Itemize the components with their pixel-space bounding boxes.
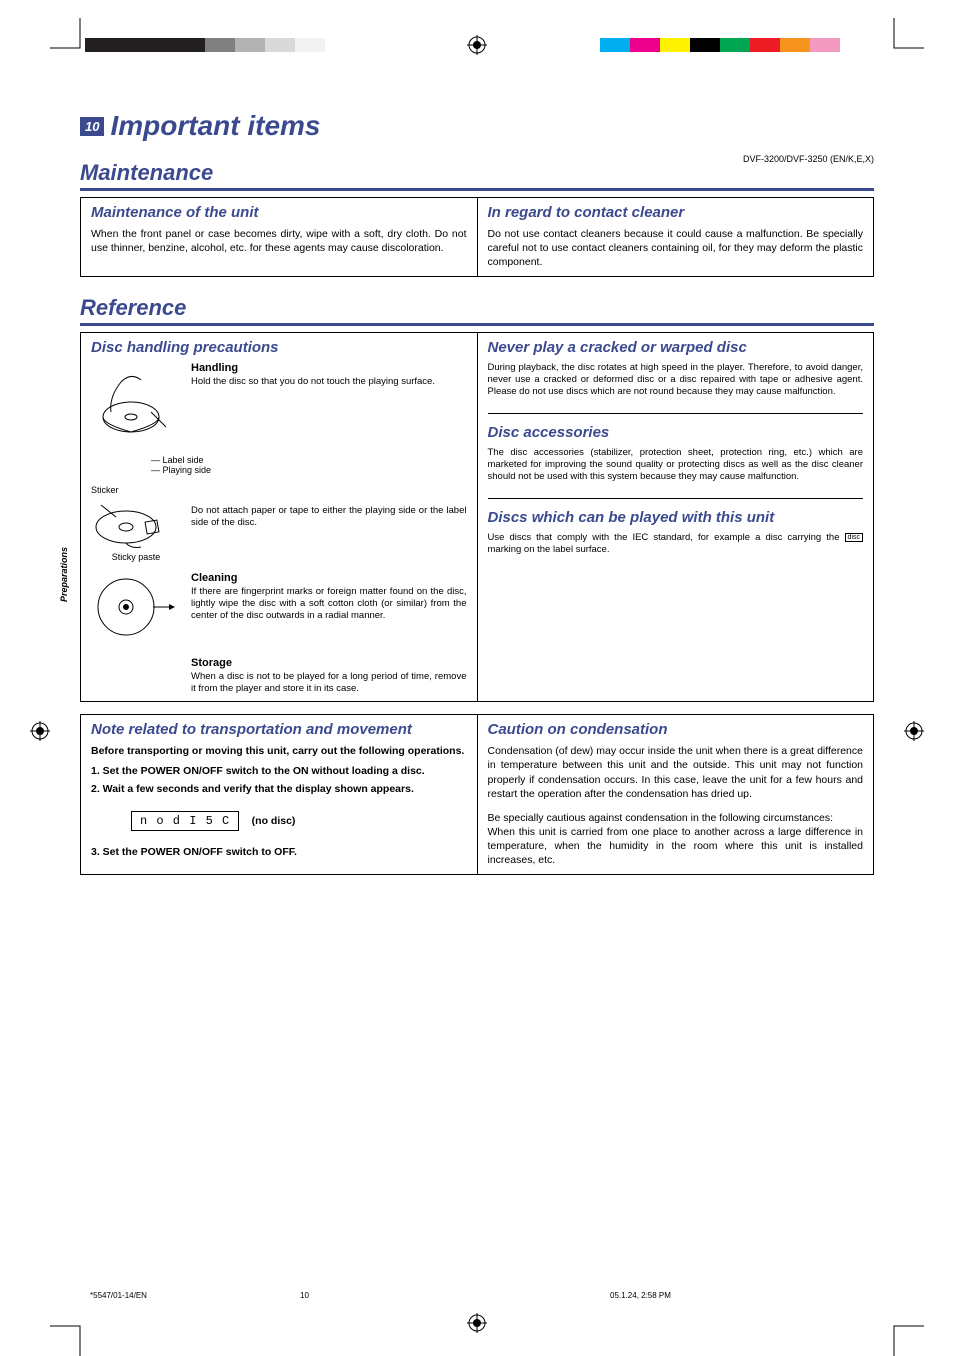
accessories-text: The disc accessories (stabilizer, protec… bbox=[488, 447, 864, 484]
transport-heading: Note related to transportation and movem… bbox=[91, 721, 467, 738]
preparations-tab: Preparations bbox=[59, 546, 69, 601]
never-play-text: During playback, the disc rotates at hig… bbox=[488, 362, 864, 399]
reference-right-col: Never play a cracked or warped disc Duri… bbox=[478, 333, 874, 702]
disc-sticker-icon bbox=[91, 497, 181, 552]
maintenance-unit-heading: Maintenance of the unit bbox=[91, 204, 467, 221]
transport-step-1: 1. Set the POWER ON/OFF switch to the ON… bbox=[91, 764, 467, 779]
gray-bar-8 bbox=[295, 38, 325, 52]
transport-col: Note related to transportation and movem… bbox=[81, 715, 478, 873]
cleaning-text: If there are fingerprint marks or foreig… bbox=[191, 586, 467, 623]
maintenance-title: Maintenance bbox=[80, 160, 874, 191]
condensation-col: Caution on condensation Condensation (of… bbox=[478, 715, 874, 873]
page-content: 10 Important items DVF-3200/DVF-3250 (EN… bbox=[80, 110, 874, 875]
page-number-box: 10 bbox=[80, 117, 104, 136]
disc-handling-box: Disc handling precautions Handling Hold … bbox=[80, 332, 874, 703]
gray-bar-4 bbox=[175, 38, 205, 52]
contact-cleaner-text: Do not use contact cleaners because it c… bbox=[488, 227, 864, 270]
gray-bar-2 bbox=[115, 38, 145, 52]
color-bar-3 bbox=[660, 38, 690, 52]
registration-mark-right bbox=[904, 721, 924, 741]
footer-date: 05.1.24, 2:58 PM bbox=[610, 1291, 671, 1300]
handling-text: Hold the disc so that you do not touch t… bbox=[191, 376, 467, 388]
disc-cleaning-icon bbox=[91, 572, 181, 642]
divider-2 bbox=[488, 498, 864, 499]
header: 10 Important items bbox=[80, 110, 874, 142]
gray-bar-6 bbox=[235, 38, 265, 52]
maintenance-box: Maintenance of the unit When the front p… bbox=[80, 197, 874, 277]
no-disc-note: (no disc) bbox=[252, 815, 296, 827]
print-registration-bar bbox=[0, 38, 954, 58]
storage-title: Storage bbox=[191, 657, 467, 669]
storage-text: When a disc is not to be played for a lo… bbox=[191, 671, 467, 696]
chapter-title: Important items bbox=[110, 110, 320, 142]
color-bar-8 bbox=[810, 38, 840, 52]
disc-handling-heading: Disc handling precautions bbox=[91, 339, 467, 356]
handling-title: Handling bbox=[191, 362, 467, 374]
contact-cleaner-heading: In regard to contact cleaner bbox=[488, 204, 864, 221]
gray-bar-5 bbox=[205, 38, 235, 52]
crop-mark-tr bbox=[874, 18, 924, 68]
reference-title: Reference bbox=[80, 295, 874, 326]
transport-intro: Before transporting or moving this unit,… bbox=[91, 744, 467, 758]
registration-mark-top bbox=[467, 35, 487, 55]
gray-bar-7 bbox=[265, 38, 295, 52]
divider-1 bbox=[488, 413, 864, 414]
color-bar-6 bbox=[750, 38, 780, 52]
maintenance-unit-text: When the front panel or case becomes dir… bbox=[91, 227, 467, 255]
lcd-display: n o d I 5 C bbox=[131, 811, 239, 831]
playable-text: Use discs that comply with the IEC stand… bbox=[488, 532, 864, 557]
maintenance-right-col: In regard to contact cleaner Do not use … bbox=[478, 198, 874, 276]
color-bar-5 bbox=[720, 38, 750, 52]
crop-mark-br bbox=[874, 1306, 924, 1356]
transport-step-3: 3. Set the POWER ON/OFF switch to OFF. bbox=[91, 845, 467, 860]
cleaning-title: Cleaning bbox=[191, 572, 467, 584]
color-bar-4 bbox=[690, 38, 720, 52]
disc-handling-icon bbox=[91, 362, 181, 452]
transport-step-2: 2. Wait a few seconds and verify that th… bbox=[91, 782, 467, 797]
maintenance-left-col: Maintenance of the unit When the front p… bbox=[81, 198, 478, 276]
compact-disc-icon: disc bbox=[845, 533, 863, 542]
transport-condensation-box: Note related to transportation and movem… bbox=[80, 714, 874, 874]
crop-mark-bl bbox=[50, 1306, 100, 1356]
registration-mark-bottom bbox=[467, 1313, 487, 1333]
condensation-p1: Condensation (of dew) may occur inside t… bbox=[488, 744, 864, 801]
sticker-label: Sticker bbox=[91, 485, 181, 495]
model-info: DVF-3200/DVF-3250 (EN/K,E,X) bbox=[743, 154, 874, 164]
color-bar-2 bbox=[630, 38, 660, 52]
disc-handling-col: Disc handling precautions Handling Hold … bbox=[81, 333, 478, 702]
playable-heading: Discs which can be played with this unit bbox=[488, 509, 864, 526]
condensation-heading: Caution on condensation bbox=[488, 721, 864, 738]
condensation-p3: When this unit is carried from one place… bbox=[488, 825, 864, 868]
accessories-heading: Disc accessories bbox=[488, 424, 864, 441]
gray-bar-1 bbox=[85, 38, 115, 52]
condensation-p2: Be specially cautious against condensati… bbox=[488, 811, 864, 825]
never-play-heading: Never play a cracked or warped disc bbox=[488, 339, 864, 356]
gray-bar-3 bbox=[145, 38, 175, 52]
registration-mark-left bbox=[30, 721, 50, 741]
footer-file: *5547/01-14/EN bbox=[90, 1291, 147, 1300]
footer-page: 10 bbox=[300, 1291, 309, 1300]
sticky-paste-label: Sticky paste bbox=[91, 552, 181, 562]
color-bar-7 bbox=[780, 38, 810, 52]
sticker-text: Do not attach paper or tape to either th… bbox=[191, 505, 467, 530]
playing-side-text: — Playing side bbox=[151, 465, 467, 475]
color-bar-1 bbox=[600, 38, 630, 52]
